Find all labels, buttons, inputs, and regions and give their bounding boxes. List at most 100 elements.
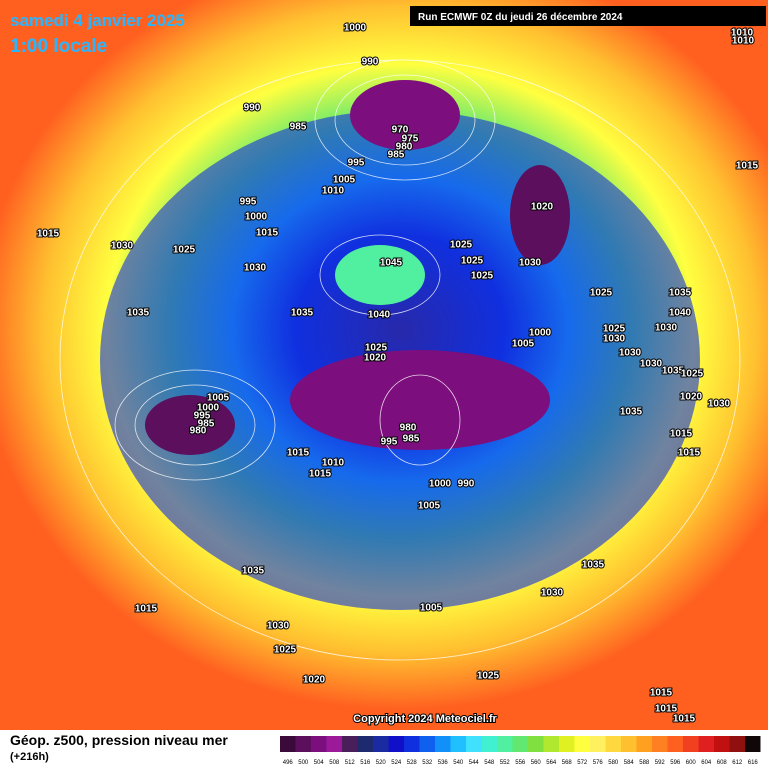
colorbar-swatch — [683, 736, 699, 752]
isobar-label: 1030 — [603, 334, 626, 345]
colorbar-tick: 536 — [438, 760, 449, 766]
colorbar-swatch — [574, 736, 590, 752]
isobar-label: 1010 — [731, 28, 754, 39]
isobar-label: 1000 — [429, 479, 452, 490]
colorbar-swatch — [745, 736, 761, 752]
colorbar-tick: 516 — [360, 760, 371, 766]
isobar-label: 1015 — [256, 228, 279, 239]
isobar-label: 1005 — [333, 175, 356, 186]
colorbar-swatch — [729, 736, 745, 752]
lead: (+216h) — [10, 751, 49, 763]
low — [145, 395, 235, 455]
isobar-label: 1010 — [732, 36, 755, 47]
isobar-label: 1025 — [590, 288, 613, 299]
isobar-label: 1020 — [364, 353, 387, 364]
isobar-label: 995 — [348, 158, 365, 169]
isobar-label: 1005 — [207, 393, 230, 404]
run-box — [410, 6, 766, 26]
colorbar-tick: 616 — [748, 760, 759, 766]
isobar-label: 995 — [240, 197, 257, 208]
isobar-label: 1035 — [620, 407, 643, 418]
isobar-label: 1015 — [655, 704, 678, 715]
colorbar-swatch — [528, 736, 544, 752]
isobar-label: 1015 — [670, 429, 693, 440]
colorbar-tick: 580 — [608, 760, 619, 766]
isobar-label: 1030 — [267, 621, 290, 632]
isobar-label: 1020 — [531, 202, 554, 213]
colorbar-tick: 512 — [345, 760, 356, 766]
colorbar-tick: 508 — [329, 760, 340, 766]
colorbar-swatch — [667, 736, 683, 752]
isobar-label: 1015 — [309, 469, 332, 480]
colorbar-tick: 584 — [624, 760, 635, 766]
isobar-label: 985 — [388, 150, 405, 161]
colorbar-swatch — [326, 736, 342, 752]
isobar-label: 1025 — [603, 324, 626, 335]
colorbar-swatch — [636, 736, 652, 752]
colorbar-swatch — [295, 736, 311, 752]
low — [350, 80, 460, 150]
colorbar-swatch — [373, 736, 389, 752]
colorbar-swatch — [621, 736, 637, 752]
isobar-label: 985 — [198, 419, 215, 430]
colorbar-tick: 608 — [717, 760, 728, 766]
isobar-label: 1000 — [197, 403, 220, 414]
isobar-label: 1000 — [344, 23, 367, 34]
colorbar-tick: 552 — [500, 760, 511, 766]
colorbar-tick: 596 — [670, 760, 681, 766]
colorbar-tick: 604 — [701, 760, 712, 766]
isobar-label: 980 — [400, 423, 417, 434]
colorbar-swatch — [419, 736, 435, 752]
colorbar-tick: 548 — [484, 760, 495, 766]
isobar-label: 980 — [190, 426, 207, 437]
isobar-label: 1035 — [291, 308, 314, 319]
colorbar-swatch — [450, 736, 466, 752]
colorbar-swatch — [311, 736, 327, 752]
isobar-label: 1030 — [541, 588, 564, 599]
isobar-label: 1005 — [418, 501, 441, 512]
isobar-label: 1030 — [708, 399, 731, 410]
isobar-label: 1030 — [640, 359, 663, 370]
colorbar-tick: 540 — [453, 760, 464, 766]
colorbar-swatch — [605, 736, 621, 752]
colorbar-tick: 612 — [732, 760, 743, 766]
colorbar-swatch — [466, 736, 482, 752]
colorbar-swatch — [357, 736, 373, 752]
copyright: Copyright 2024 Meteociel.fr — [353, 713, 497, 725]
isobar-label: 1030 — [111, 241, 134, 252]
colorbar-tick: 592 — [655, 760, 666, 766]
subtitle: 1:00 locale — [10, 36, 107, 57]
isobar-label: 970 — [392, 125, 409, 136]
isobar-label: 1000 — [529, 328, 552, 339]
isobar-label: 1015 — [650, 688, 673, 699]
isobar-label: 980 — [396, 142, 413, 153]
isobar-label: 1035 — [242, 566, 265, 577]
isobar-label: 1030 — [655, 323, 678, 334]
isobar-label: 990 — [458, 479, 475, 490]
isobar-label: 1040 — [669, 308, 692, 319]
isobar-label: 1035 — [669, 288, 692, 299]
isobar-label: 1035 — [127, 308, 150, 319]
high — [335, 245, 425, 305]
isobar-label: 1025 — [471, 271, 494, 282]
isobar-label: 1000 — [245, 212, 268, 223]
colorbar-tick: 532 — [422, 760, 433, 766]
isobar-label: 1010 — [322, 186, 345, 197]
isobar-label: 1010 — [322, 458, 345, 469]
isobar-label: 1025 — [365, 343, 388, 354]
colorbar-swatch — [388, 736, 404, 752]
colorbar-tick: 504 — [314, 760, 325, 766]
colorbar-tick: 576 — [593, 760, 604, 766]
colorbar-tick: 600 — [686, 760, 697, 766]
isobars — [59, 59, 741, 661]
isobar-label: 995 — [194, 411, 211, 422]
isobar-label: 1015 — [678, 448, 701, 459]
colorbar-tick: 496 — [283, 760, 294, 766]
isobar-label: 1025 — [274, 645, 297, 656]
isobar-label: 1030 — [519, 258, 542, 269]
isobar-label: 1005 — [512, 339, 535, 350]
isobar-label: 1015 — [37, 229, 60, 240]
isobar-label: 985 — [403, 434, 420, 445]
isobar-label: 1015 — [736, 161, 759, 172]
